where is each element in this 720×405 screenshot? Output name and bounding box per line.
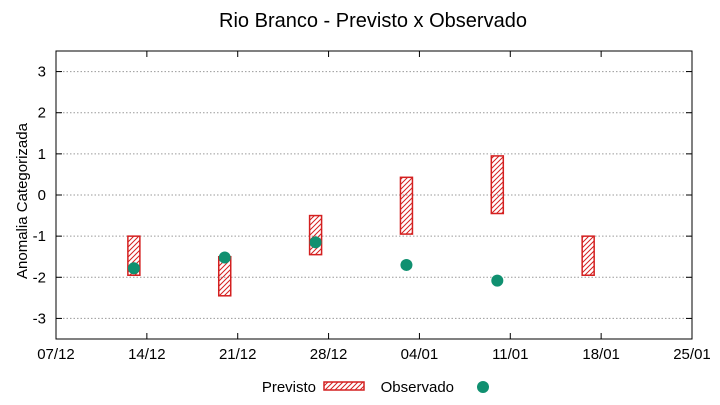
y-tick-label: -1	[33, 228, 46, 245]
chart-title: Rio Branco - Previsto x Observado	[219, 10, 527, 32]
y-axis-label: Anomalia Categorizada	[14, 122, 31, 279]
x-tick-label: 11/01	[492, 346, 528, 363]
observado-point	[218, 251, 231, 264]
legend-swatch-observado	[477, 381, 489, 393]
grid-lines	[56, 71, 692, 319]
x-tick-label: 14/12	[128, 346, 166, 363]
y-tick-label: -2	[33, 269, 46, 286]
previsto-range-box	[308, 214, 323, 256]
x-tick-label: 18/01	[582, 346, 620, 363]
observado-point	[127, 262, 140, 275]
y-tick-label: 0	[38, 187, 46, 204]
observado-point	[400, 258, 413, 271]
x-tick-label: 21/12	[219, 346, 257, 363]
y-tick-label: 3	[38, 64, 46, 81]
x-tick-label: 28/12	[310, 346, 348, 363]
legend: Previsto Observado	[262, 379, 489, 396]
tick-labels: -3 -2 -1 0 1 2 3 07/12 14/12 21/12 28/12 04/01 11/01…	[33, 64, 711, 363]
plot-border	[55, 50, 693, 340]
axes	[55, 50, 693, 340]
observado-point	[491, 274, 504, 287]
x-tick-label: 25/01	[673, 346, 711, 363]
legend-swatch-previsto	[323, 381, 365, 391]
previsto-range-box	[399, 176, 414, 235]
y-tick-label: 1	[38, 146, 46, 163]
y-tick-label: -3	[33, 310, 46, 327]
x-tick-label: 07/12	[37, 346, 75, 363]
x-tick-label: 04/01	[401, 346, 439, 363]
previsto-range-box	[581, 235, 595, 276]
observado-point	[309, 236, 322, 249]
legend-label-observado: Observado	[381, 379, 454, 396]
data-marks	[127, 155, 595, 297]
y-tick-label: 2	[38, 105, 46, 122]
legend-label-previsto: Previsto	[262, 379, 316, 396]
previsto-range-box	[490, 155, 505, 215]
